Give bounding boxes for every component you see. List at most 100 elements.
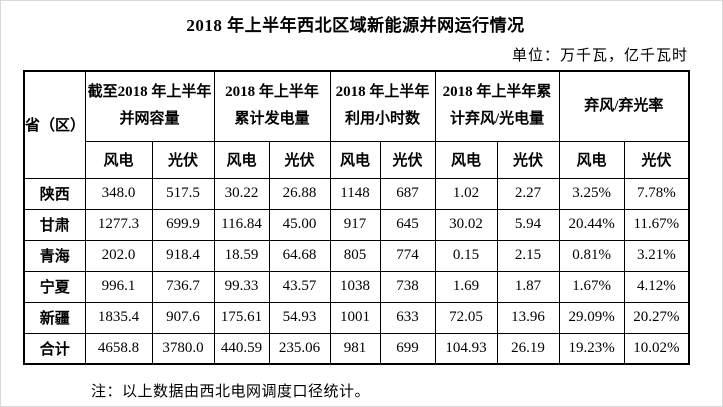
table-cell: 1.69 <box>434 270 498 303</box>
col-group-generation: 2018 年上半年 累计发电量 <box>213 70 331 142</box>
row-header-province: 甘肃 <box>23 208 86 241</box>
table-cell: 2.27 <box>496 177 560 210</box>
table-cell: 918.4 <box>151 239 215 272</box>
col-group-curtailed-energy-line1: 2018 年上半年累 <box>442 84 552 101</box>
table-cell: 996.1 <box>84 270 153 303</box>
energy-data-table: 省（区） 截至2018 年上半年 并网容量 2018 年上半年 累计发电量 20… <box>23 70 691 365</box>
table-row-qinghai: 青海 202.0 918.4 18.59 64.68 805 774 0.15 … <box>23 239 690 272</box>
table-cell: 645 <box>379 208 436 241</box>
table-cell: 20.27% <box>623 301 690 334</box>
table-cell: 2.15 <box>496 239 560 272</box>
table-cell: 687 <box>379 177 436 210</box>
table-cell: 1835.4 <box>84 301 153 334</box>
page-title: 2018 年上半年西北区域新能源并网运行情况 <box>186 16 525 35</box>
table-cell: 1001 <box>329 301 381 334</box>
table-cell: 26.19 <box>496 332 560 365</box>
subheader-solar: 光伏 <box>496 140 560 179</box>
subheader-wind: 风电 <box>84 140 153 179</box>
col-group-utilization-hours-line2: 利用小时数 <box>345 111 421 128</box>
table-row-gansu: 甘肃 1277.3 699.9 116.84 45.00 917 645 30.… <box>23 208 690 241</box>
table-cell: 26.88 <box>268 177 331 210</box>
table-cell: 10.02% <box>623 332 690 365</box>
table-cell: 54.93 <box>268 301 331 334</box>
table-cell: 0.81% <box>558 239 625 272</box>
col-group-curtailed-energy: 2018 年上半年累 计弃风/光电量 <box>434 70 560 142</box>
table-cell: 917 <box>329 208 381 241</box>
col-group-grid-capacity-line2: 并网容量 <box>119 111 180 128</box>
col-group-curtailment-rate: 弃风/弃光率 <box>558 70 690 142</box>
table-cell: 699.9 <box>151 208 215 241</box>
table-cell: 1038 <box>329 270 381 303</box>
table-cell: 99.33 <box>213 270 270 303</box>
table-cell: 3.25% <box>558 177 625 210</box>
header-row-subcolumns: 风电 光伏 风电 光伏 风电 光伏 风电 光伏 风电 光伏 <box>24 140 690 179</box>
subheader-solar: 光伏 <box>268 140 331 179</box>
table-cell: 29.09% <box>558 301 625 334</box>
table-cell: 699 <box>379 332 436 365</box>
table-cell: 0.15 <box>434 239 498 272</box>
table-cell: 30.22 <box>213 177 270 210</box>
table-cell: 774 <box>379 239 436 272</box>
table-cell: 4.12% <box>623 270 690 303</box>
col-group-grid-capacity-line1: 截至2018 年上半年 <box>87 84 212 101</box>
table-cell: 517.5 <box>151 177 215 210</box>
table-cell: 1277.3 <box>84 208 153 241</box>
row-header-province: 宁夏 <box>23 270 86 303</box>
table-cell: 981 <box>329 332 381 365</box>
table-cell: 738 <box>379 270 436 303</box>
table-cell: 440.59 <box>213 332 270 365</box>
table-cell: 13.96 <box>496 301 560 334</box>
row-header-province: 新疆 <box>23 301 86 334</box>
table-cell: 633 <box>379 301 436 334</box>
table-cell: 736.7 <box>151 270 215 303</box>
table-cell: 907.6 <box>151 301 215 334</box>
col-group-utilization-hours-line1: 2018 年上半年 <box>335 84 430 101</box>
table-cell: 3780.0 <box>151 332 215 365</box>
subheader-solar: 光伏 <box>623 140 690 179</box>
table-row-total: 合计 4658.8 3780.0 440.59 235.06 981 699 1… <box>23 332 690 365</box>
header-row-groups: 省（区） 截至2018 年上半年 并网容量 2018 年上半年 累计发电量 20… <box>23 70 690 179</box>
table-cell: 202.0 <box>84 239 153 272</box>
row-header-total: 合计 <box>23 332 86 365</box>
table-cell: 104.93 <box>434 332 498 365</box>
table-cell: 1.87 <box>496 270 560 303</box>
subheader-wind: 风电 <box>434 140 498 179</box>
table-cell: 235.06 <box>268 332 331 365</box>
table-cell: 30.02 <box>434 208 498 241</box>
table-cell: 72.05 <box>434 301 498 334</box>
subheader-wind: 风电 <box>329 140 381 179</box>
table-row-xinjiang: 新疆 1835.4 907.6 175.61 54.93 1001 633 72… <box>23 301 690 334</box>
table-cell: 18.59 <box>213 239 270 272</box>
table-cell: 1148 <box>329 177 381 210</box>
table-cell: 175.61 <box>213 301 270 334</box>
table-cell: 1.02 <box>434 177 498 210</box>
table-row-ningxia: 宁夏 996.1 736.7 99.33 43.57 1038 738 1.69… <box>23 270 690 303</box>
table-cell: 45.00 <box>268 208 331 241</box>
col-group-generation-line2: 累计发电量 <box>234 111 310 128</box>
row-header-province: 青海 <box>23 239 86 272</box>
subheader-wind: 风电 <box>558 140 625 179</box>
row-header-province: 陕西 <box>23 177 86 210</box>
table-row-shaanxi: 陕西 348.0 517.5 30.22 26.88 1148 687 1.02… <box>23 177 690 210</box>
table-cell: 805 <box>329 239 381 272</box>
subheader-solar: 光伏 <box>151 140 215 179</box>
col-group-grid-capacity: 截至2018 年上半年 并网容量 <box>84 70 215 142</box>
table-cell: 348.0 <box>84 177 153 210</box>
table-cell: 5.94 <box>496 208 560 241</box>
col-group-generation-line1: 2018 年上半年 <box>225 84 319 101</box>
table-cell: 7.78% <box>623 177 690 210</box>
table-cell: 1.67% <box>558 270 625 303</box>
table-cell: 11.67% <box>623 208 690 241</box>
subheader-wind: 风电 <box>213 140 270 179</box>
table-cell: 4658.8 <box>84 332 153 365</box>
table-cell: 116.84 <box>213 208 270 241</box>
footnote: 注：以上数据由西北电网调度口径统计。 <box>91 384 371 400</box>
subheader-solar: 光伏 <box>379 140 436 179</box>
col-header-province: 省（区） <box>23 70 86 179</box>
unit-label: 单位：万千瓦，亿千瓦时 <box>511 48 688 64</box>
col-group-curtailed-energy-line2: 计弃风/光电量 <box>449 111 545 128</box>
table-cell: 64.68 <box>268 239 331 272</box>
table-cell: 43.57 <box>268 270 331 303</box>
table-cell: 3.21% <box>623 239 690 272</box>
